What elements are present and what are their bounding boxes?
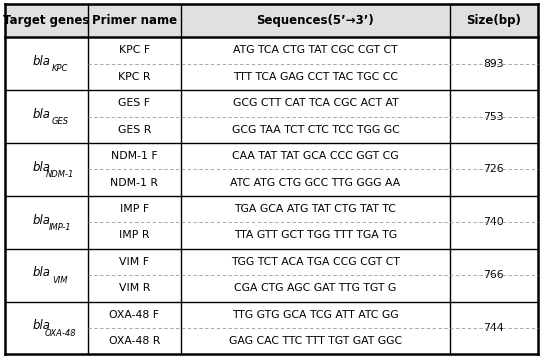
Text: TTT TCA GAG CCT TAC TGC CC: TTT TCA GAG CCT TAC TGC CC	[233, 72, 398, 82]
Text: 740: 740	[483, 217, 504, 227]
Text: IMP R: IMP R	[119, 231, 150, 241]
Text: OXA-48: OXA-48	[45, 329, 76, 338]
Text: ATC ATG CTG GCC TTG GGG AA: ATC ATG CTG GCC TTG GGG AA	[230, 178, 401, 188]
Text: 893: 893	[483, 59, 504, 69]
Text: NDM-1: NDM-1	[46, 170, 74, 179]
Text: GES: GES	[52, 117, 69, 126]
Text: CGA CTG AGC GAT TTG TGT G: CGA CTG AGC GAT TTG TGT G	[234, 283, 396, 293]
Text: KPC R: KPC R	[118, 72, 151, 82]
Text: TGG TCT ACA TGA CCG CGT CT: TGG TCT ACA TGA CCG CGT CT	[231, 257, 400, 267]
Text: VIM F: VIM F	[119, 257, 149, 267]
Text: GES F: GES F	[118, 98, 150, 108]
Text: bla: bla	[32, 319, 50, 332]
Text: ATG TCA CTG TAT CGC CGT CT: ATG TCA CTG TAT CGC CGT CT	[233, 45, 397, 55]
Text: 744: 744	[483, 323, 504, 333]
Bar	[5, 4, 538, 37]
Text: VIM R: VIM R	[119, 283, 150, 293]
Text: KPC F: KPC F	[119, 45, 150, 55]
Text: GAG CAC TTC TTT TGT GAT GGC: GAG CAC TTC TTT TGT GAT GGC	[229, 336, 402, 346]
Text: TTG GTG GCA TCG ATT ATC GG: TTG GTG GCA TCG ATT ATC GG	[232, 310, 399, 320]
Text: IMP-1: IMP-1	[49, 223, 72, 232]
Text: Target genes: Target genes	[3, 14, 90, 27]
Text: bla: bla	[32, 108, 50, 121]
Text: bla: bla	[32, 214, 50, 227]
Text: 753: 753	[483, 112, 504, 122]
Text: GCG CTT CAT TCA CGC ACT AT: GCG CTT CAT TCA CGC ACT AT	[232, 98, 398, 108]
Text: Size(bp): Size(bp)	[466, 14, 521, 27]
Text: NDM-1 F: NDM-1 F	[111, 151, 158, 161]
Text: 766: 766	[483, 270, 504, 280]
Text: TGA GCA ATG TAT CTG TAT TC: TGA GCA ATG TAT CTG TAT TC	[235, 204, 396, 214]
Text: OXA-48 F: OXA-48 F	[110, 310, 160, 320]
Text: IMP F: IMP F	[120, 204, 149, 214]
Text: bla: bla	[32, 161, 50, 174]
Text: OXA-48 R: OXA-48 R	[109, 336, 160, 346]
Text: GES R: GES R	[118, 125, 151, 135]
Text: CAA TAT TAT GCA CCC GGT CG: CAA TAT TAT GCA CCC GGT CG	[232, 151, 399, 161]
Text: Sequences(5’→3’): Sequences(5’→3’)	[256, 14, 374, 27]
Text: Primer name: Primer name	[92, 14, 177, 27]
Text: NDM-1 R: NDM-1 R	[110, 178, 159, 188]
Text: TTA GTT GCT TGG TTT TGA TG: TTA GTT GCT TGG TTT TGA TG	[234, 231, 397, 241]
Text: bla: bla	[32, 266, 50, 280]
Text: VIM: VIM	[53, 276, 68, 285]
Text: GCG TAA TCT CTC TCC TGG GC: GCG TAA TCT CTC TCC TGG GC	[231, 125, 399, 135]
Text: 726: 726	[483, 164, 504, 174]
Text: bla: bla	[32, 55, 50, 68]
Text: KPC: KPC	[52, 64, 68, 73]
